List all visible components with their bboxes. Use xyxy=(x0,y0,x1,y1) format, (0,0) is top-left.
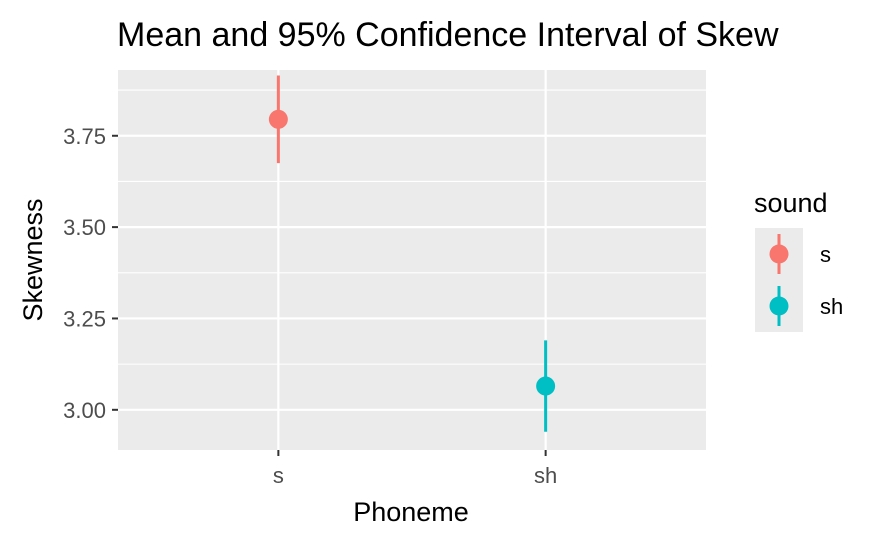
data-marks xyxy=(268,75,556,432)
x-axis: s sh xyxy=(273,450,557,488)
legend-label-s: s xyxy=(820,242,831,267)
y-tick-label: 3.75 xyxy=(63,124,106,149)
legend-title: sound xyxy=(754,188,828,218)
x-tick-label: sh xyxy=(534,463,557,488)
legend: sound s sh xyxy=(754,188,843,332)
y-axis: 3.00 3.25 3.50 3.75 xyxy=(63,124,118,423)
mean-point-sh xyxy=(536,376,556,396)
x-tick-label: s xyxy=(273,463,284,488)
legend-key-point-s xyxy=(769,244,789,264)
y-tick-label: 3.00 xyxy=(63,398,106,423)
legend-label-sh: sh xyxy=(820,294,843,319)
mean-point-s xyxy=(268,109,288,129)
x-axis-label: Phoneme xyxy=(353,497,469,527)
chart-title: Mean and 95% Confidence Interval of Skew xyxy=(117,16,779,54)
grid-minor-lines xyxy=(118,89,706,365)
y-axis-label: Skewness xyxy=(18,198,48,321)
legend-keys: s sh xyxy=(755,228,843,332)
plot-panel xyxy=(118,70,706,450)
y-tick-label: 3.50 xyxy=(63,215,106,240)
legend-key-point-sh xyxy=(769,296,789,316)
y-tick-label: 3.25 xyxy=(63,306,106,331)
